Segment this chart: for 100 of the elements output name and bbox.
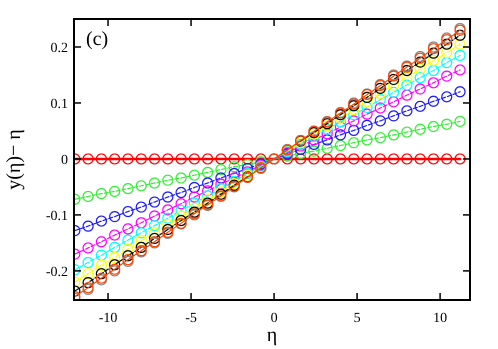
point [401, 64, 413, 76]
point [308, 153, 320, 165]
point [228, 176, 240, 187]
point [82, 242, 94, 254]
point [308, 146, 320, 157]
point [228, 161, 240, 172]
point [295, 153, 306, 165]
point [122, 250, 134, 262]
point [295, 148, 306, 159]
point [414, 63, 426, 74]
point [215, 164, 227, 176]
point [361, 92, 373, 103]
point [428, 48, 440, 59]
point [361, 120, 373, 131]
point [414, 124, 426, 135]
point [348, 153, 360, 165]
point [334, 140, 346, 152]
point [374, 102, 386, 114]
point [242, 153, 254, 165]
point [136, 242, 147, 253]
point [109, 210, 120, 222]
point [162, 191, 174, 203]
point [175, 198, 187, 210]
point [414, 100, 426, 112]
point [428, 153, 440, 165]
point [202, 190, 214, 202]
point [454, 30, 466, 41]
point [401, 72, 413, 83]
point [109, 242, 120, 253]
point [374, 153, 386, 165]
point [334, 112, 346, 124]
point [188, 191, 200, 203]
point [202, 153, 214, 165]
point [441, 38, 452, 50]
point [136, 217, 147, 228]
point [202, 177, 214, 189]
point [175, 214, 187, 226]
point [109, 153, 120, 165]
point [348, 137, 360, 148]
point [96, 268, 107, 280]
y-tick-label: 0.1 [50, 96, 68, 112]
point [454, 50, 466, 61]
point [136, 227, 147, 238]
x-tick-label: 10 [433, 311, 448, 326]
point [374, 88, 386, 100]
point [228, 153, 240, 165]
point [175, 153, 187, 165]
point [308, 138, 320, 150]
point [334, 153, 346, 165]
point [361, 102, 373, 114]
x-tick-label: -10 [98, 311, 118, 326]
point [148, 196, 160, 208]
point [82, 268, 94, 280]
point [215, 153, 227, 165]
point [374, 82, 386, 94]
point [454, 38, 466, 50]
point [255, 156, 266, 168]
point [109, 259, 120, 270]
point [428, 77, 440, 88]
point [122, 153, 134, 165]
point [188, 153, 200, 165]
point [348, 109, 360, 120]
point [188, 182, 200, 194]
point [388, 79, 400, 91]
point [361, 134, 373, 146]
point [215, 172, 227, 184]
point [374, 115, 386, 126]
point [188, 170, 200, 181]
annotation: (c) [86, 28, 108, 50]
point [401, 153, 413, 165]
point [334, 121, 346, 133]
point [162, 204, 174, 216]
point [228, 168, 240, 180]
point [414, 72, 426, 84]
point [96, 215, 107, 227]
point [96, 236, 107, 248]
point [96, 260, 107, 271]
y-tick-label: 0.2 [50, 40, 68, 56]
point [322, 142, 333, 154]
point [162, 153, 174, 165]
point [136, 235, 147, 246]
point [428, 96, 440, 107]
point [175, 204, 187, 216]
point [175, 172, 187, 184]
point [322, 124, 333, 135]
point [334, 129, 346, 140]
point [441, 153, 452, 165]
point [388, 110, 400, 122]
point [148, 232, 160, 244]
point [122, 223, 134, 235]
point [361, 153, 373, 165]
y-axis-title: y(η)− η [3, 129, 25, 190]
point [136, 153, 147, 165]
point [188, 202, 200, 214]
point [295, 144, 306, 156]
point [122, 243, 134, 255]
point [441, 57, 452, 68]
point [82, 153, 94, 165]
point [441, 118, 452, 130]
point [401, 126, 413, 138]
